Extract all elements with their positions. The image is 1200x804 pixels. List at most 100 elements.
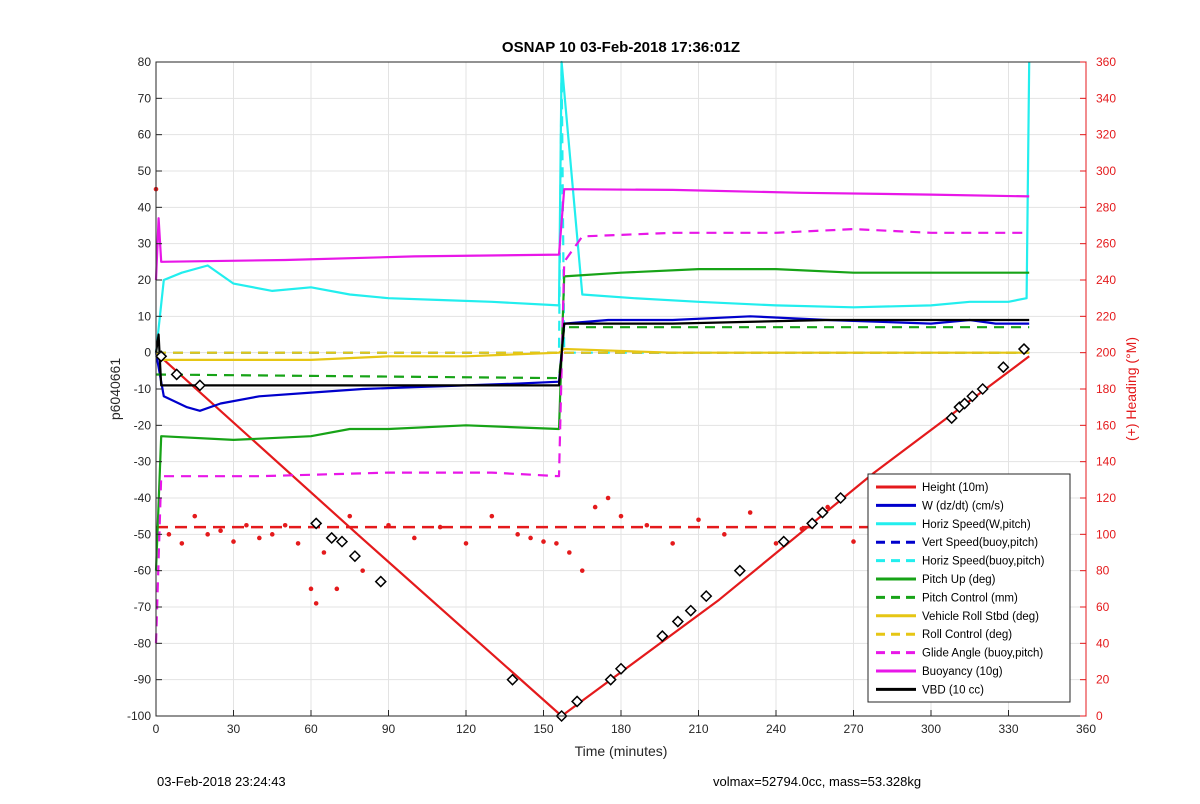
depth-marker	[816, 506, 829, 519]
y2-tick-label: 260	[1096, 237, 1116, 251]
heading-point	[747, 510, 753, 515]
y-axis-label: p6040661	[107, 358, 123, 421]
heading-point	[722, 532, 727, 537]
heading-point	[463, 541, 469, 546]
series-line-buoyancy-10g	[154, 188, 1030, 281]
heading-point	[579, 568, 585, 573]
heading-point	[347, 513, 353, 519]
y-tick-label: -20	[134, 418, 152, 432]
heading-point	[489, 513, 495, 519]
y2-tick-label: 0	[1096, 709, 1103, 723]
legend-label: Pitch Control (mm)	[922, 592, 1018, 604]
y2-tick-label: 180	[1096, 382, 1116, 396]
heading-point	[205, 532, 210, 537]
y-tick-label: -50	[134, 527, 152, 541]
depth-marker	[733, 564, 746, 577]
heading-point	[313, 601, 319, 606]
depth-marker	[684, 604, 697, 617]
heading-point	[515, 532, 520, 537]
depth-marker	[348, 550, 361, 563]
heading-point	[696, 517, 701, 523]
depth-marker	[976, 382, 989, 396]
y2-tick-label: 220	[1096, 309, 1116, 323]
depth-marker	[571, 695, 584, 708]
legend-label: Pitch Up (deg)	[922, 574, 996, 586]
x-axis-label: Time (minutes)	[575, 743, 668, 759]
heading-point	[437, 524, 443, 530]
axis-ticks: 0 30 60 90 120 150 180 210 240 270 300 330 360-100-9…	[127, 55, 1116, 736]
y-tick-label: -10	[134, 382, 152, 396]
heading-point	[567, 550, 572, 555]
depth-marker	[310, 517, 323, 530]
depth-marker	[997, 361, 1010, 374]
depth-marker	[656, 630, 669, 643]
y-tick-label: -60	[134, 564, 152, 578]
y-tick-label: 50	[138, 164, 152, 178]
y-tick-label: 80	[138, 55, 152, 69]
legend-box	[867, 473, 1071, 703]
y-tick-label: 10	[138, 309, 152, 323]
depth-marker	[945, 412, 958, 425]
legend-label: Horiz Speed(W,pitch)	[922, 519, 1031, 531]
footer-timestamp: 03-Feb-2018 23:24:43	[157, 774, 286, 789]
y-tick-label: 70	[138, 91, 152, 105]
y-tick-label: -30	[134, 455, 152, 469]
depth-marker	[966, 390, 979, 403]
depth-marker	[700, 590, 713, 603]
y2-tick-label: 200	[1096, 346, 1116, 360]
heading-point	[592, 504, 598, 510]
heading-point	[851, 539, 856, 544]
depth-marker	[958, 397, 971, 410]
heading-point	[179, 541, 185, 546]
legend-label: Roll Control (deg)	[922, 629, 1012, 641]
x-tick-label: 150	[533, 722, 553, 736]
heading-point	[644, 522, 650, 528]
depth-marker	[806, 517, 819, 530]
heading-point	[308, 586, 314, 592]
x-tick-label: 240	[766, 722, 786, 736]
y2-tick-label: 300	[1096, 164, 1116, 178]
y2-tick-label: 280	[1096, 200, 1116, 214]
depth-marker	[170, 368, 183, 381]
heading-point	[269, 532, 275, 537]
x-tick-label: 270	[843, 722, 863, 736]
y2-tick-label: 340	[1096, 91, 1116, 105]
depth-marker	[335, 535, 349, 548]
x-tick-label: 30	[227, 722, 241, 736]
heading-point	[218, 528, 223, 533]
y2-tick-label: 320	[1096, 128, 1116, 142]
chart-title: OSNAP 10 03-Feb-2018 17:36:01Z	[502, 39, 740, 56]
y-tick-label: 20	[138, 273, 152, 287]
y2-tick-label: 160	[1096, 418, 1116, 432]
heading-point	[618, 513, 624, 519]
y2-tick-label: 140	[1096, 455, 1116, 469]
heading-point	[295, 541, 301, 546]
heading-point	[321, 550, 327, 555]
legend-label: VBD (10 cc)	[922, 684, 984, 696]
depth-markers	[155, 342, 1031, 723]
heading-point	[257, 535, 262, 541]
y-tick-label: 0	[144, 346, 151, 360]
x-tick-label: 360	[1076, 722, 1096, 736]
y2-tick-label: 40	[1096, 636, 1110, 650]
x-tick-label: 210	[688, 722, 708, 736]
y-tick-label: 60	[138, 128, 152, 142]
heading-point	[334, 586, 340, 592]
series-line-w-dz-dt-cm-s	[154, 315, 1030, 412]
depth-marker	[506, 673, 519, 686]
x-tick-label: 60	[304, 722, 318, 736]
depth-marker	[604, 673, 617, 686]
y2-tick-label: 20	[1096, 673, 1110, 687]
x-tick-label: 0	[153, 722, 160, 736]
heading-point	[360, 568, 365, 573]
heading-point	[412, 535, 417, 541]
depth-marker	[193, 379, 206, 392]
y2-tick-label: 360	[1096, 55, 1116, 69]
footer-volmax-mass: volmax=52794.0cc, mass=53.328kg	[713, 774, 922, 789]
heading-point	[825, 504, 830, 510]
y-tick-label: -40	[134, 491, 152, 505]
legend-label: Horiz Speed(buoy,pitch)	[922, 556, 1045, 568]
legend-label: W (dz/dt) (cm/s)	[922, 500, 1004, 512]
y-tick-label: -70	[134, 600, 152, 614]
